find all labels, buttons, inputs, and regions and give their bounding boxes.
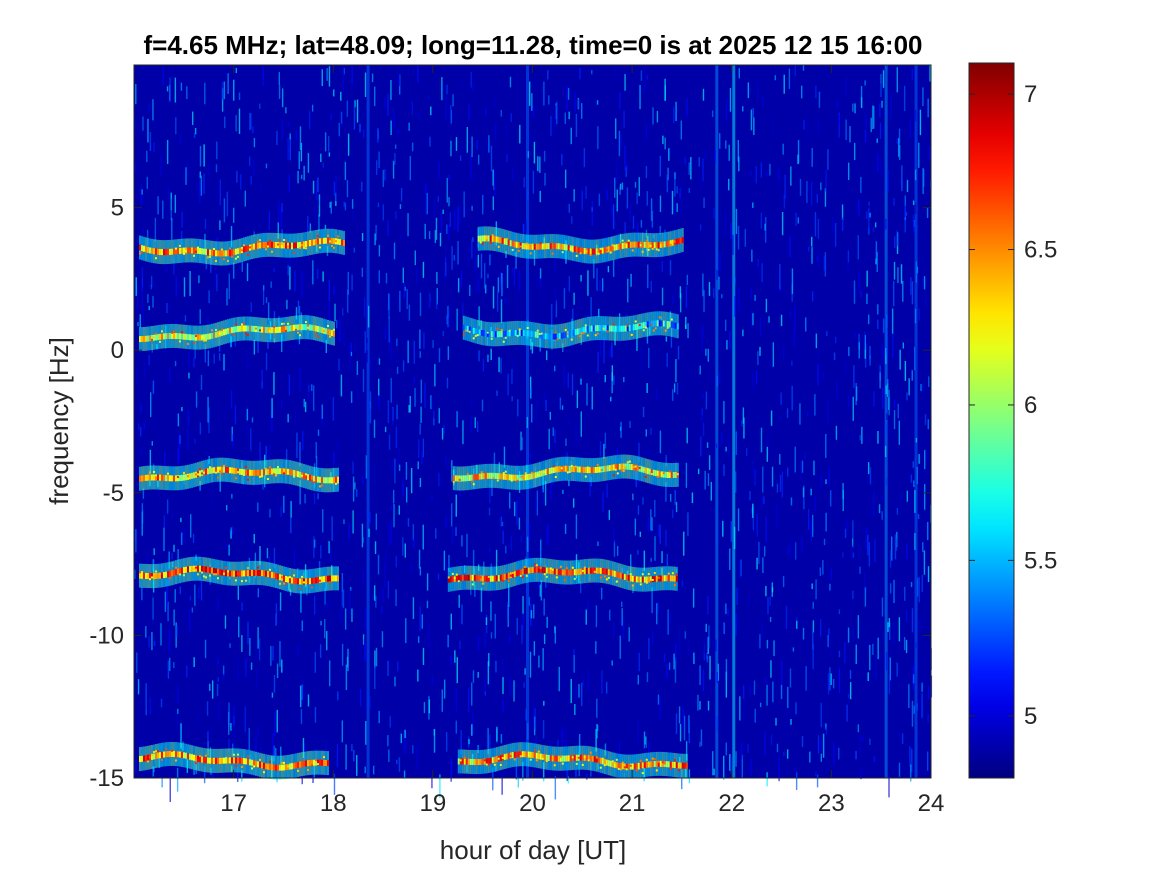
colorbar-tick-label: 5 <box>1024 703 1037 730</box>
doppler-trace <box>447 557 678 592</box>
vertical-streak <box>366 65 370 778</box>
doppler-trace <box>138 457 339 493</box>
colorbar-tick-label: 7 <box>1024 81 1037 108</box>
vertical-streak <box>914 65 918 778</box>
heatmap-background <box>134 65 931 778</box>
x-tick-label: 17 <box>220 790 247 817</box>
colorbar: 5 5.5 6 6.5 7 <box>968 62 1057 779</box>
plot-area <box>133 64 933 802</box>
y-tick-label: 0 <box>111 337 124 364</box>
doppler-trace <box>138 556 339 594</box>
x-tick-label: 19 <box>420 790 447 817</box>
x-axis-label: hour of day [UT] <box>440 835 626 865</box>
doppler-trace <box>477 226 684 264</box>
vertical-streak <box>884 65 888 778</box>
colorbar-ticks: 5 5.5 6 6.5 7 <box>969 81 1057 730</box>
colorbar-tick-label: 6.5 <box>1024 237 1057 264</box>
y-tick-label: 5 <box>111 195 124 222</box>
x-axis: 17 18 19 20 21 22 23 24 <box>220 65 944 817</box>
doppler-trace <box>457 742 688 779</box>
colorbar-gradient <box>969 63 1014 778</box>
y-axis-label: frequency [Hz] <box>44 337 74 505</box>
y-tick-label: -10 <box>89 622 124 649</box>
doppler-trace <box>452 454 679 491</box>
vertical-streak <box>732 65 736 778</box>
doppler-trace <box>462 311 679 349</box>
y-axis: -15 -10 -5 0 5 <box>89 195 931 792</box>
doppler-trace <box>138 228 345 266</box>
x-tick-label: 21 <box>619 790 646 817</box>
x-tick-label: 24 <box>918 790 945 817</box>
chart-title: f=4.65 MHz; lat=48.09; long=11.28, time=… <box>143 30 922 60</box>
colorbar-frame <box>968 62 1015 779</box>
x-tick-label: 22 <box>718 790 745 817</box>
x-tick-label: 23 <box>818 790 845 817</box>
colorbar-tick-label: 6 <box>1024 392 1037 419</box>
x-tick-label: 20 <box>519 790 546 817</box>
y-tick-label: -15 <box>89 765 124 792</box>
x-tick-label: 18 <box>320 790 347 817</box>
doppler-trace <box>138 741 329 780</box>
vertical-streak <box>715 65 719 778</box>
doppler-trace <box>138 315 335 352</box>
colorbar-tick-label: 5.5 <box>1024 547 1057 574</box>
heatmap-image <box>134 65 933 802</box>
y-tick-label: -5 <box>103 480 124 507</box>
